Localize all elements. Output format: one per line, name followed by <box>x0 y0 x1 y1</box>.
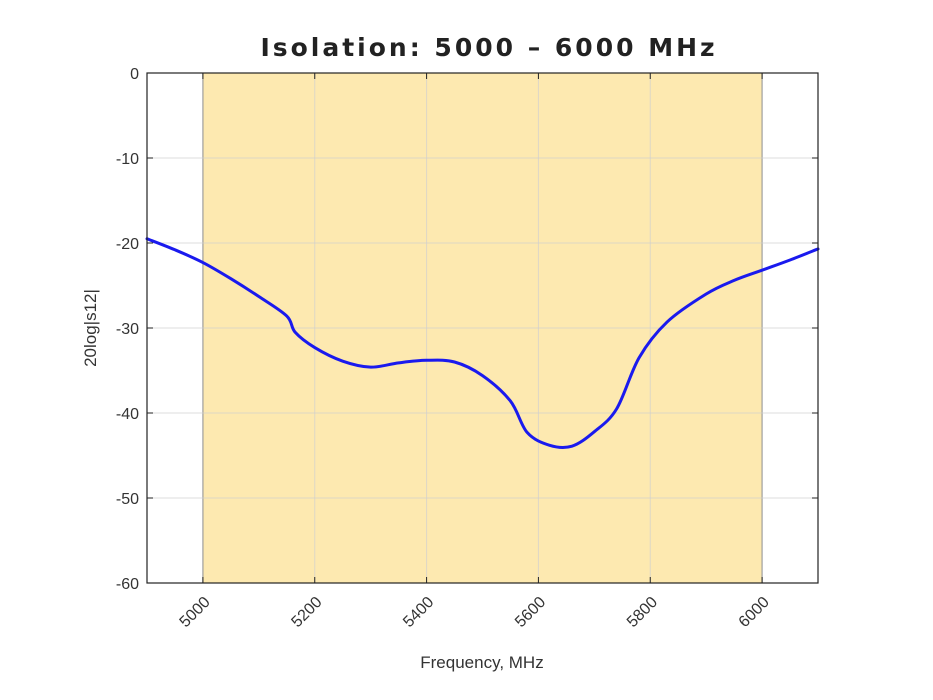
series-line-s12 <box>145 237 820 449</box>
chart-title: Isolation: 5000 – 6000 MHz <box>260 33 717 62</box>
y-tick-label-4: -40 <box>116 406 139 423</box>
x-tick-label-1: 5200 <box>288 594 325 631</box>
y-tick-label-6: -60 <box>116 576 139 593</box>
x-axis-label: Frequency, MHz <box>420 653 543 672</box>
y-tick-label-3: -30 <box>116 321 139 338</box>
y-tick-label-5: -50 <box>116 491 139 508</box>
x-tick-label-5: 6000 <box>736 594 773 631</box>
x-tick-label-0: 5000 <box>177 594 214 631</box>
y-axis-label: 20log|s12| <box>81 289 100 367</box>
y-tick-label-1: -10 <box>116 151 139 168</box>
x-tick-label-2: 5400 <box>400 594 437 631</box>
x-tick-label-4: 5800 <box>624 594 661 631</box>
y-tick-label-0: 0 <box>130 66 139 83</box>
y-tick-label-2: -20 <box>116 236 139 253</box>
x-tick-label-3: 5600 <box>512 594 549 631</box>
